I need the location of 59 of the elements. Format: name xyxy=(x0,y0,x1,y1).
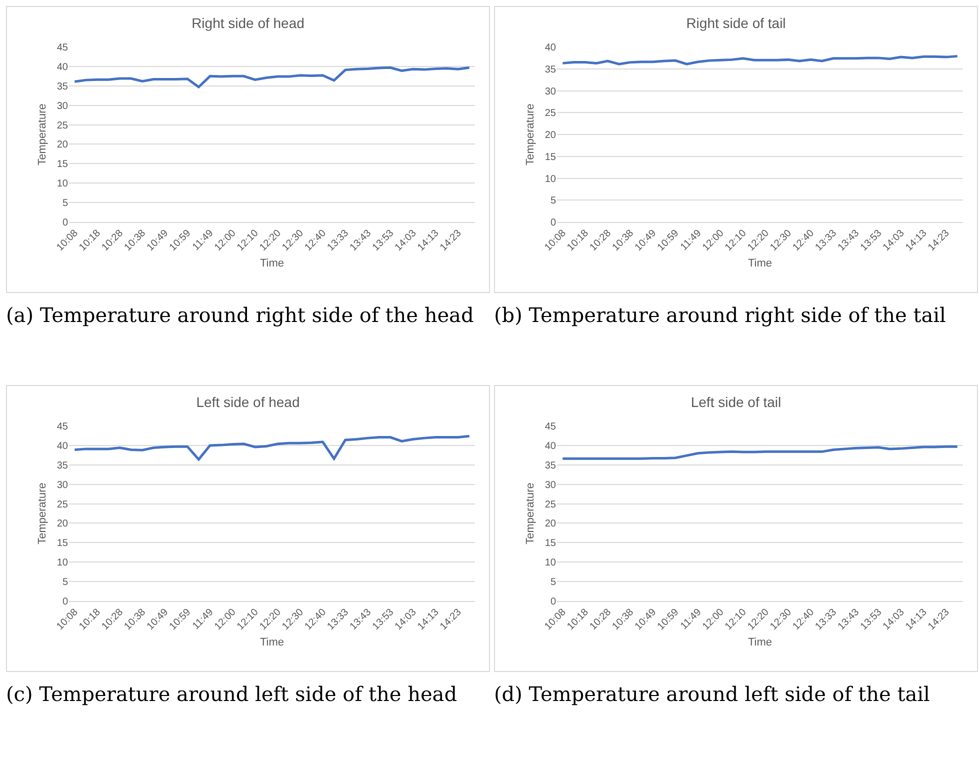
text: (c) Temperature around left side of the head xyxy=(6,681,458,708)
line-series xyxy=(561,445,959,460)
y-tick-label: 40 xyxy=(544,440,556,452)
y-tick-label: 10 xyxy=(56,178,68,190)
y-tick-label: 20 xyxy=(56,518,68,530)
y-tick-label: 0 xyxy=(550,218,556,228)
y-axis-title: Temperature xyxy=(524,482,537,544)
x-axis-title: Time xyxy=(748,636,772,649)
x-axis-title: Time xyxy=(260,258,284,270)
y-tick-label: 5 xyxy=(62,198,68,210)
y-tick-label: 25 xyxy=(544,499,556,510)
y-tick-label: 20 xyxy=(544,130,556,141)
x-axis-title: Time xyxy=(748,258,772,270)
y-tick-label: 10 xyxy=(56,558,68,569)
y-tick-label: 30 xyxy=(56,480,68,491)
chart-title: Left side of tail xyxy=(690,394,782,410)
y-tick-label: 15 xyxy=(544,538,556,550)
y-tick-label: 5 xyxy=(550,577,556,588)
y-tick-label: 0 xyxy=(62,218,68,228)
y-tick-label: 5 xyxy=(62,577,68,588)
text: (b) Temperature around right side of the tail xyxy=(494,302,947,329)
y-tick-label: 15 xyxy=(56,159,68,170)
text: (a) Temperature around right side of the head xyxy=(6,302,475,329)
y-tick-label: 35 xyxy=(544,460,556,472)
y-tick-label: 20 xyxy=(56,140,68,151)
y-tick-label: 0 xyxy=(550,596,556,608)
y-tick-label: 35 xyxy=(56,81,68,92)
y-tick-label: 30 xyxy=(544,86,556,98)
y-axis-title: Temperature xyxy=(36,104,49,166)
y-tick-label: 30 xyxy=(56,100,68,112)
y-tick-label: 15 xyxy=(56,538,68,550)
y-tick-label: 25 xyxy=(544,108,556,120)
y-tick-label: 45 xyxy=(544,422,556,432)
line-series xyxy=(561,54,959,66)
chart-title: Left side of head xyxy=(196,394,300,410)
y-tick-label: 45 xyxy=(56,422,68,432)
y-tick-label: 15 xyxy=(544,152,556,163)
x-axis-title: Time xyxy=(260,636,284,649)
y-axis-title: Temperature xyxy=(36,482,49,544)
y-tick-label: 10 xyxy=(544,174,556,185)
y-tick-label: 5 xyxy=(550,196,556,207)
y-tick-label: 20 xyxy=(544,518,556,530)
y-tick-label: 25 xyxy=(56,120,68,132)
y-tick-label: 40 xyxy=(56,62,68,73)
y-tick-label: 40 xyxy=(544,42,556,54)
y-tick-label: 10 xyxy=(544,558,556,569)
line-series xyxy=(73,66,471,88)
chart-title: Right side of head xyxy=(192,15,304,32)
y-tick-label: 25 xyxy=(56,499,68,510)
y-tick-label: 45 xyxy=(56,42,68,54)
y-tick-label: 0 xyxy=(62,596,68,608)
y-tick-label: 40 xyxy=(56,440,68,452)
y-tick-label: 35 xyxy=(544,64,556,76)
line-series xyxy=(73,434,471,461)
text: (d) Temperature around left side of the tail xyxy=(494,681,931,708)
y-tick-label: 30 xyxy=(544,480,556,491)
y-tick-label: 35 xyxy=(56,460,68,472)
chart-title: Right side of tail xyxy=(686,15,786,32)
y-axis-title: Temperature xyxy=(524,104,537,166)
